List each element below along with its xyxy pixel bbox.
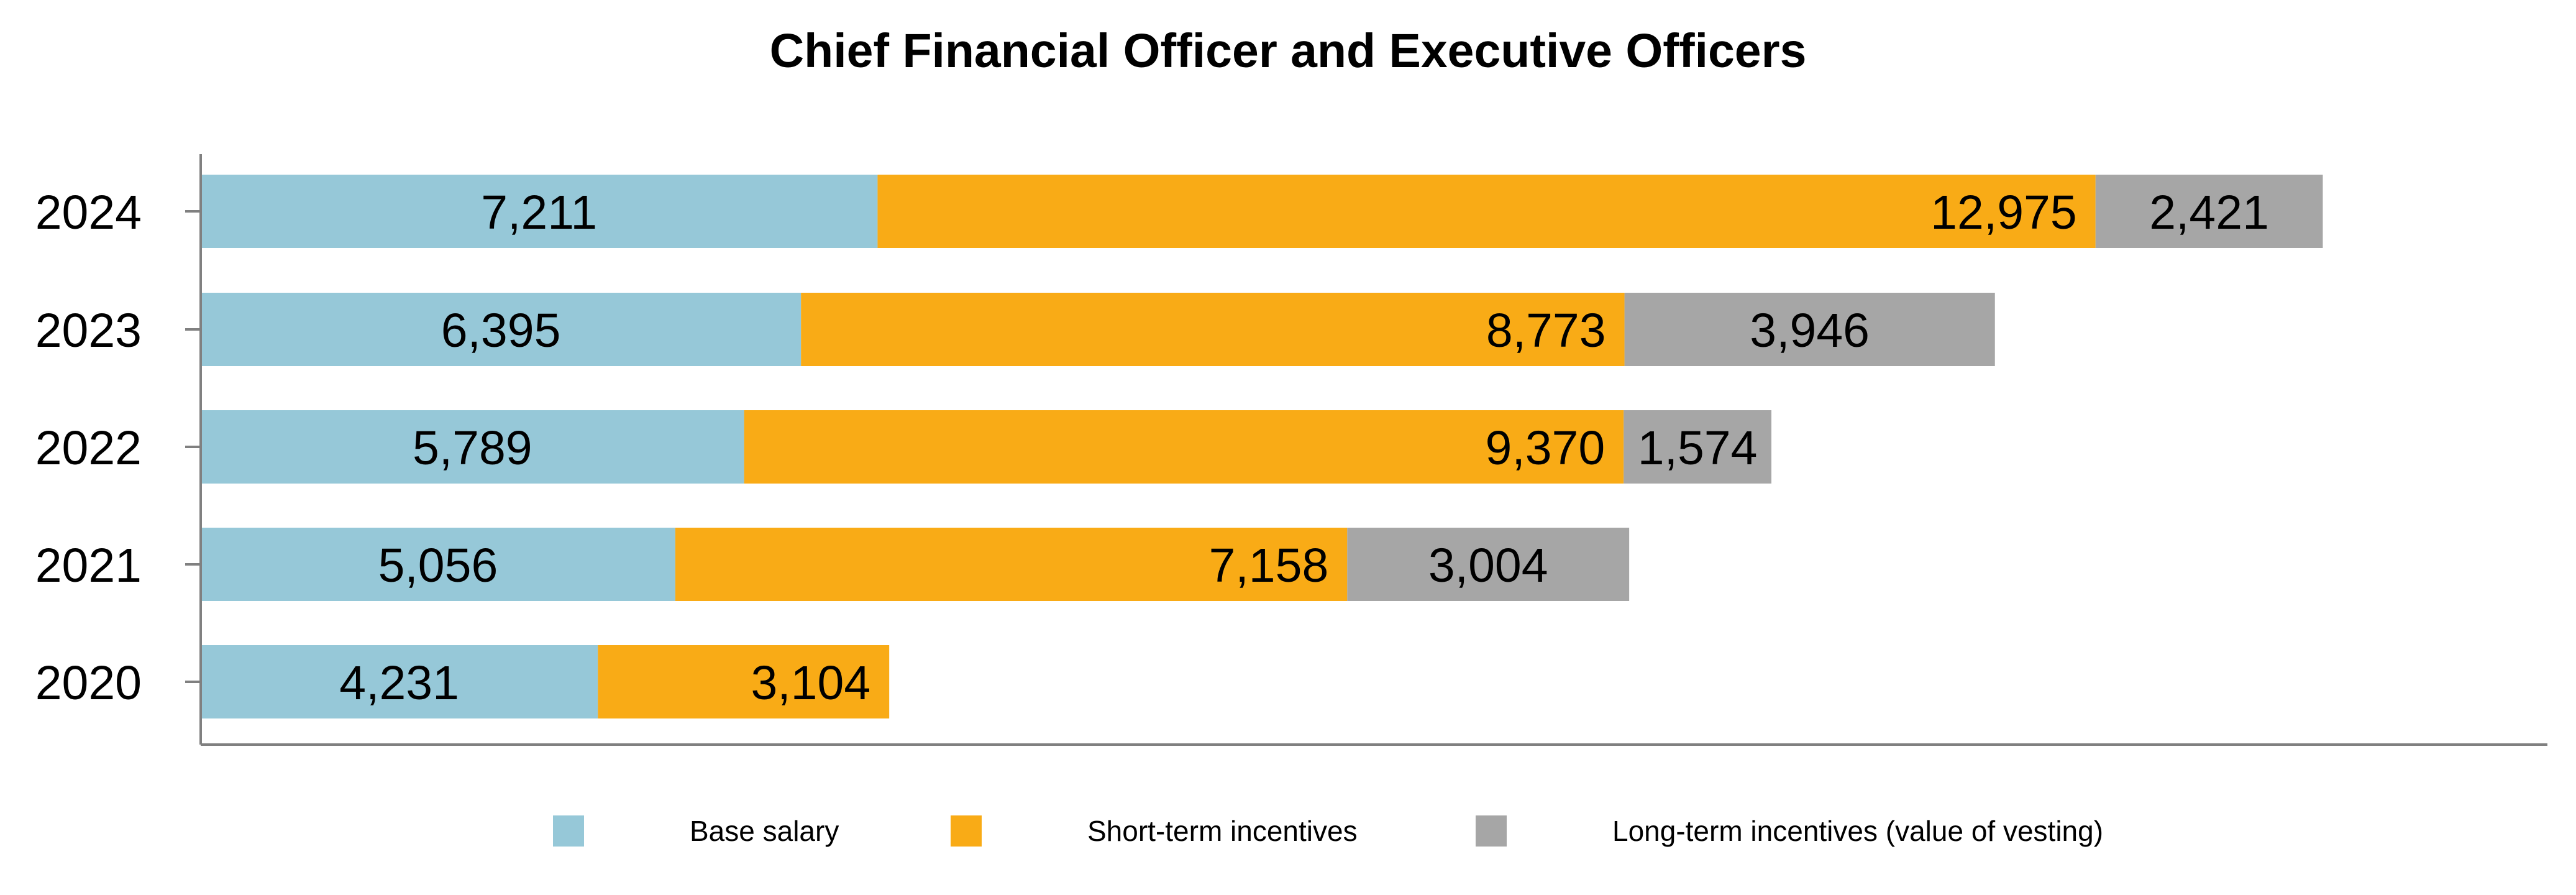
bar-base-salary-2021 <box>201 528 675 601</box>
bar-labels-layer: 7,211 12,975 2,421 6,395 8,773 3,946 5,789 9,37… <box>339 186 2269 710</box>
y-tick-label-2024: 2024 <box>35 186 142 239</box>
bar-short-term-incentives-2022 <box>744 410 1624 484</box>
legend-label-long-term-incentives: Long-term incentives (value of vesting) <box>1612 815 2104 847</box>
axis-layer: 2024 2023 2022 2021 2020 <box>35 154 2547 746</box>
legend-swatch-long-term-incentives <box>1476 815 1507 847</box>
bar-label-long-term-incentives-value-of-vesting-2024: 2,421 <box>2149 186 2269 239</box>
bar-label-base-salary-2023: 6,395 <box>441 304 561 357</box>
y-tick-label-2020: 2020 <box>35 656 142 710</box>
bar-label-short-term-incentives-2023: 8,773 <box>1486 304 1606 357</box>
bar-label-long-term-incentives-value-of-vesting-2022: 1,574 <box>1638 421 1758 475</box>
bar-short-term-incentives-2023 <box>801 293 1625 366</box>
legend-item-long-term-incentives: Long-term incentives (value of vesting) <box>1476 812 2103 850</box>
bar-short-term-incentives-2024 <box>877 175 2096 248</box>
bars-layer <box>201 175 2323 718</box>
legend-label-base-salary: Base salary <box>690 815 839 847</box>
legend-label-short-term-incentives: Short-term incentives <box>1087 815 1358 847</box>
bar-base-salary-2022 <box>201 410 744 484</box>
bar-label-base-salary-2022: 5,789 <box>413 421 532 475</box>
y-tick-label-2023: 2023 <box>35 304 142 357</box>
chart-title: Chief Financial Officer and Executive Of… <box>769 24 1807 78</box>
bar-base-salary-2023 <box>201 293 802 366</box>
bar-base-salary-2020 <box>201 645 598 718</box>
bar-label-base-salary-2021: 5,056 <box>378 539 498 592</box>
legend: Base salary Short-term incentives Long-t… <box>0 812 2576 850</box>
bar-label-short-term-incentives-2024: 12,975 <box>1930 186 2077 239</box>
bar-label-base-salary-2024: 7,211 <box>481 186 597 239</box>
bar-label-long-term-incentives-value-of-vesting-2023: 3,946 <box>1750 304 1870 357</box>
bar-label-short-term-incentives-2022: 9,370 <box>1486 421 1605 475</box>
legend-swatch-short-term-incentives <box>951 815 982 847</box>
bar-short-term-incentives-2021 <box>675 528 1348 601</box>
bar-long-term-incentives-value-of-vesting-2024 <box>2095 175 2323 248</box>
legend-item-base-salary: Base salary <box>553 812 839 850</box>
bar-long-term-incentives-value-of-vesting-2023 <box>1624 293 1995 366</box>
bar-long-term-incentives-value-of-vesting-2022 <box>1624 410 1772 484</box>
bar-long-term-incentives-value-of-vesting-2021 <box>1347 528 1630 601</box>
bar-short-term-incentives-2020 <box>598 645 890 718</box>
bar-base-salary-2024 <box>201 175 878 248</box>
legend-swatch-base-salary <box>553 815 584 847</box>
y-tick-label-2022: 2022 <box>35 421 142 475</box>
bar-label-long-term-incentives-value-of-vesting-2021: 3,004 <box>1428 539 1548 592</box>
bar-label-base-salary-2020: 4,231 <box>339 656 459 710</box>
bar-label-short-term-incentives-2020: 3,104 <box>751 656 870 710</box>
y-tick-label-2021: 2021 <box>35 539 142 592</box>
legend-item-short-term-incentives: Short-term incentives <box>951 812 1358 850</box>
bar-label-short-term-incentives-2021: 7,158 <box>1209 539 1329 592</box>
